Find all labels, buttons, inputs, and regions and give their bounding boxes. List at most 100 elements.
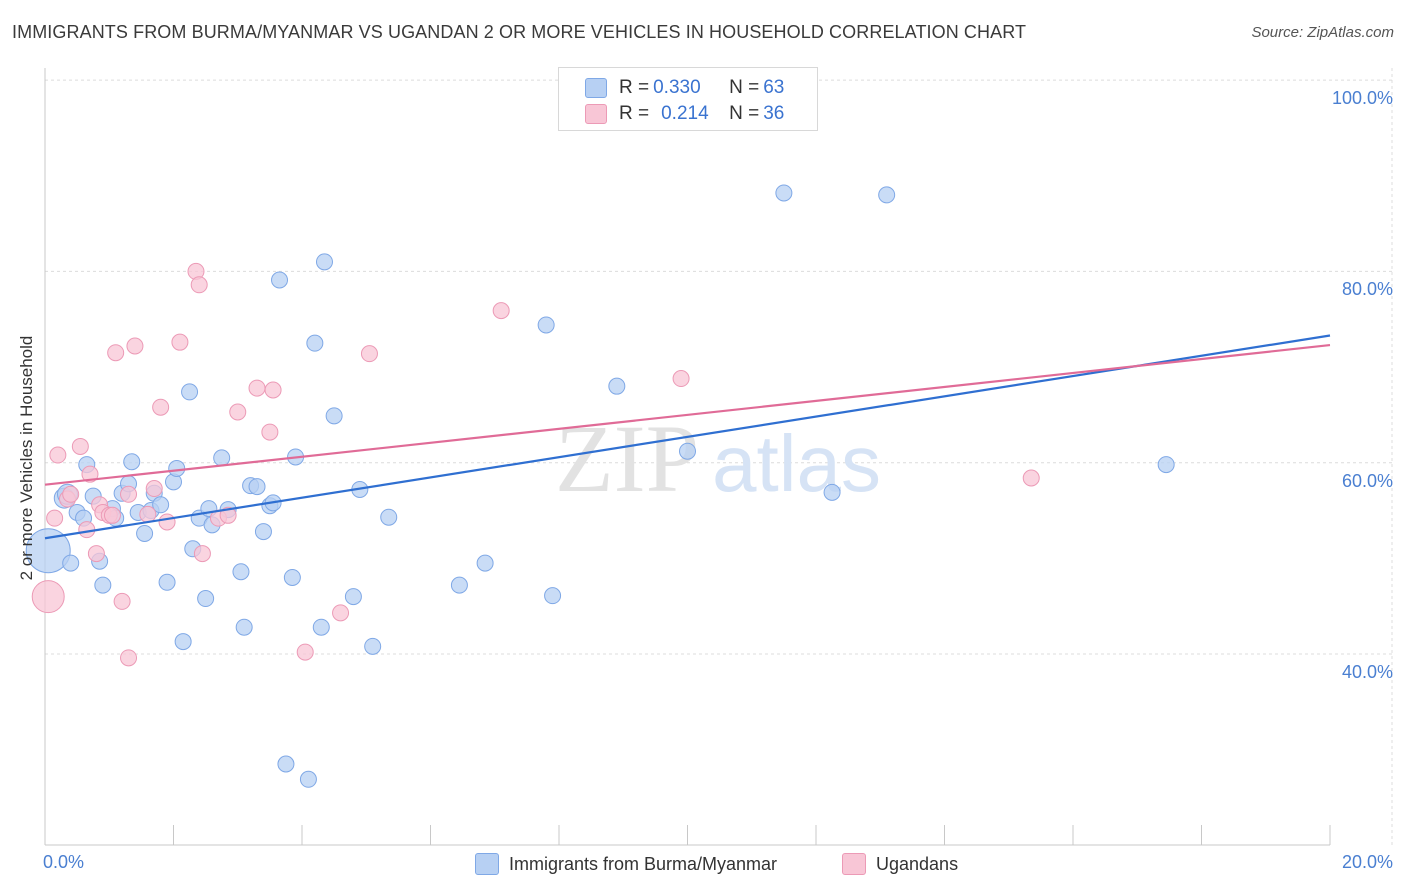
axes	[44, 68, 1331, 846]
ugandans-point	[120, 485, 138, 503]
ugandans-point	[120, 649, 138, 667]
legend-r-label: R =	[619, 77, 650, 98]
legend-r-value: 0.214	[661, 103, 709, 124]
burma-point	[152, 496, 170, 514]
burma-point	[679, 442, 696, 460]
legend-r-value: 0.330	[653, 77, 701, 98]
legend-r-label: R =	[619, 103, 650, 124]
ugandans-point	[139, 505, 157, 523]
legend-row-burma: R = 0.330 N = 63	[585, 76, 784, 100]
burma-point	[608, 377, 626, 395]
ugandans-point	[113, 592, 131, 610]
ugandans-point	[193, 545, 211, 563]
y-tick-label: 80.0%	[1341, 279, 1393, 300]
x-tick-max: 20.0%	[1341, 852, 1393, 872]
ugandans-point	[81, 465, 99, 483]
ugandans-point	[103, 506, 121, 524]
ugandans-point	[87, 545, 105, 563]
ugandans-point	[360, 345, 378, 363]
watermark-atlas: atlas	[712, 419, 881, 508]
burma-point	[25, 528, 71, 574]
y-tick-label: 100.0%	[1331, 88, 1393, 109]
burma-point	[248, 478, 266, 496]
ugandans-point	[296, 643, 314, 661]
trend-line-ugandans	[44, 343, 1331, 486]
burma-point	[476, 554, 494, 572]
ugandans-point	[71, 437, 89, 455]
ugandans-point	[158, 513, 176, 531]
ugandans-point	[1022, 469, 1040, 487]
legend-row-ugandans: R = 0.214 N = 36	[585, 102, 784, 126]
burma-point	[235, 618, 253, 636]
trend-lines	[44, 334, 1331, 540]
burma-point	[213, 449, 231, 467]
ugandans-point	[145, 480, 163, 498]
ugandans-point	[248, 379, 266, 397]
burma-point	[232, 563, 250, 581]
ugandans-point	[492, 302, 510, 320]
legend-swatch-blue	[585, 78, 607, 98]
source-label: Source: ZipAtlas.com	[1251, 24, 1394, 41]
ugandans-point	[332, 604, 350, 622]
y-axis-label: 2 or more Vehicles in Household	[17, 335, 36, 581]
burma-point	[306, 334, 324, 352]
burma-point	[299, 770, 317, 788]
burma-point	[174, 633, 192, 651]
legend-n-label: N =	[729, 103, 760, 124]
burma-point	[123, 453, 141, 471]
legend-swatch-pink	[585, 104, 607, 124]
burma-point	[537, 316, 555, 334]
ugandans-point	[78, 521, 96, 539]
ugandans-point	[190, 276, 208, 294]
watermark-zip: ZIP	[555, 405, 699, 512]
bottom-swatch-pink	[842, 853, 866, 875]
burma-point	[197, 590, 215, 608]
ugandans-point	[62, 485, 80, 503]
burma-point	[277, 755, 295, 773]
legend-n-value: 63	[763, 77, 785, 98]
legend-label-burma: Immigrants from Burma/Myanmar	[509, 853, 778, 874]
burma-point	[136, 524, 154, 542]
legend-n-label: N =	[729, 77, 760, 98]
ugandans-point	[229, 403, 247, 421]
legend-item-burma: Immigrants from Burma/Myanmar	[475, 852, 777, 876]
burma-point	[283, 568, 301, 586]
burma-point	[380, 508, 398, 526]
ugandans-point	[31, 580, 65, 614]
legend-n-value: 36	[763, 103, 785, 124]
burma-point	[94, 576, 112, 594]
burma-point	[344, 588, 362, 606]
stats-legend: R = 0.330 N = 63 R = 0.214 N = 36	[558, 67, 818, 131]
burma-point	[878, 186, 896, 204]
burma-point	[312, 618, 330, 636]
burma-point	[1157, 456, 1175, 474]
ugandans-point	[126, 337, 144, 355]
burma-point	[364, 637, 382, 655]
ugandans-point	[219, 506, 237, 524]
burma-point	[823, 483, 841, 501]
burma-point	[62, 554, 80, 572]
burma-point	[315, 253, 333, 271]
legend-item-ugandans: Ugandans	[842, 852, 958, 876]
ugandans-point	[672, 370, 690, 388]
burma-point	[450, 576, 468, 594]
ugandans-point	[49, 446, 67, 464]
burma-point	[181, 383, 199, 401]
y-tick-label: 60.0%	[1341, 470, 1393, 491]
ugandans-point	[46, 509, 64, 527]
series-ugandans-points	[31, 262, 1040, 667]
burma-point	[325, 407, 343, 425]
burma-point	[271, 271, 289, 289]
burma-point	[158, 573, 176, 591]
legend-label-ugandans: Ugandans	[876, 853, 959, 874]
burma-point	[168, 459, 186, 477]
chart-title: IMMIGRANTS FROM BURMA/MYANMAR VS UGANDAN…	[12, 22, 1027, 42]
burma-point	[775, 184, 793, 202]
ugandans-point	[261, 423, 279, 441]
ugandans-point	[152, 398, 170, 416]
x-tick-min: 0.0%	[43, 852, 85, 872]
burma-point	[254, 523, 272, 541]
ugandans-point	[171, 333, 189, 351]
bottom-swatch-blue	[475, 853, 499, 875]
